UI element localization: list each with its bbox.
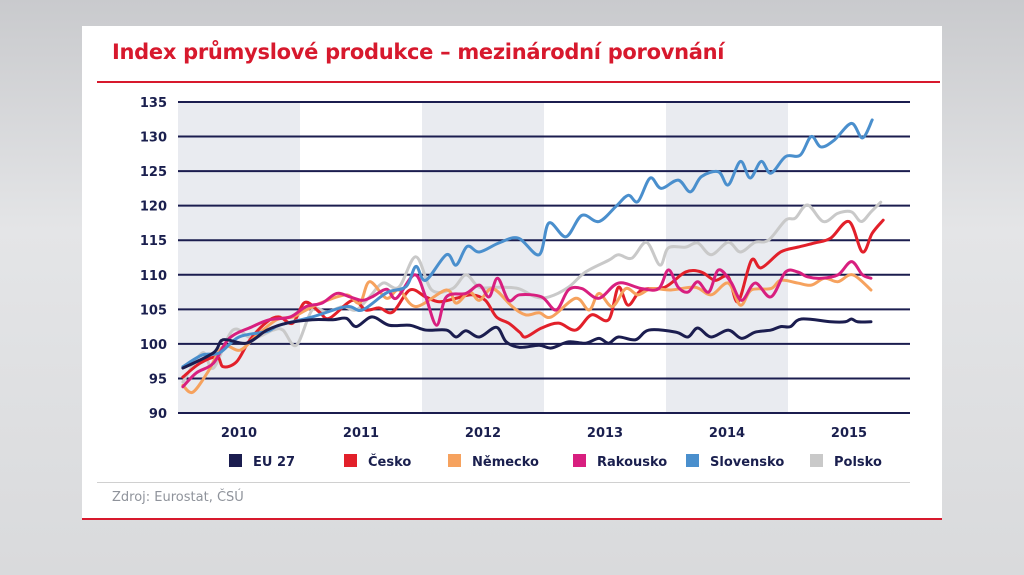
y-tick-label: 105 xyxy=(140,303,167,318)
legend-swatch-5 xyxy=(810,454,823,467)
source-note: Zdroj: Eurostat, ČSÚ xyxy=(112,490,244,505)
legend-swatch-2 xyxy=(448,454,461,467)
legend-swatch-0 xyxy=(229,454,242,467)
x-tick-label: 2013 xyxy=(587,426,623,441)
legend-label: Slovensko xyxy=(710,455,784,470)
series-line-eu-27 xyxy=(181,315,873,370)
series-line-polsko xyxy=(181,200,883,384)
y-tick-label: 130 xyxy=(140,131,167,146)
x-tick-label: 2012 xyxy=(465,426,501,441)
y-tick-label: 100 xyxy=(140,338,167,353)
y-tick-label: 120 xyxy=(140,200,167,215)
year-band-2012 xyxy=(422,102,544,413)
legend-label: Polsko xyxy=(834,455,882,470)
bottom-rule xyxy=(82,518,942,520)
y-tick-label: 95 xyxy=(149,372,167,387)
legend-swatch-1 xyxy=(344,454,357,467)
y-tick-label: 110 xyxy=(140,269,167,284)
year-band-2014 xyxy=(666,102,788,413)
title-underline xyxy=(97,81,940,83)
legend-swatch-4 xyxy=(686,454,699,467)
y-tick-label: 135 xyxy=(140,96,167,111)
y-tick-label: 90 xyxy=(149,407,167,422)
x-tick-label: 2014 xyxy=(709,426,745,441)
legend-label: EU 27 xyxy=(253,455,295,470)
x-tick-label: 2011 xyxy=(343,426,379,441)
chart-title: Index průmyslové produkce – mezinárodní … xyxy=(112,40,725,64)
source-divider xyxy=(97,482,910,483)
y-tick-label: 115 xyxy=(140,234,167,249)
y-tick-label: 125 xyxy=(140,165,167,180)
legend-label: Rakousko xyxy=(597,455,667,470)
legend-label: Česko xyxy=(368,454,411,470)
legend-label: Německo xyxy=(472,455,539,470)
x-tick-label: 2010 xyxy=(221,426,257,441)
x-tick-label: 2015 xyxy=(831,426,867,441)
series-line-slovensko xyxy=(181,118,874,369)
series-line-rakousko xyxy=(181,260,873,389)
legend-swatch-3 xyxy=(573,454,586,467)
